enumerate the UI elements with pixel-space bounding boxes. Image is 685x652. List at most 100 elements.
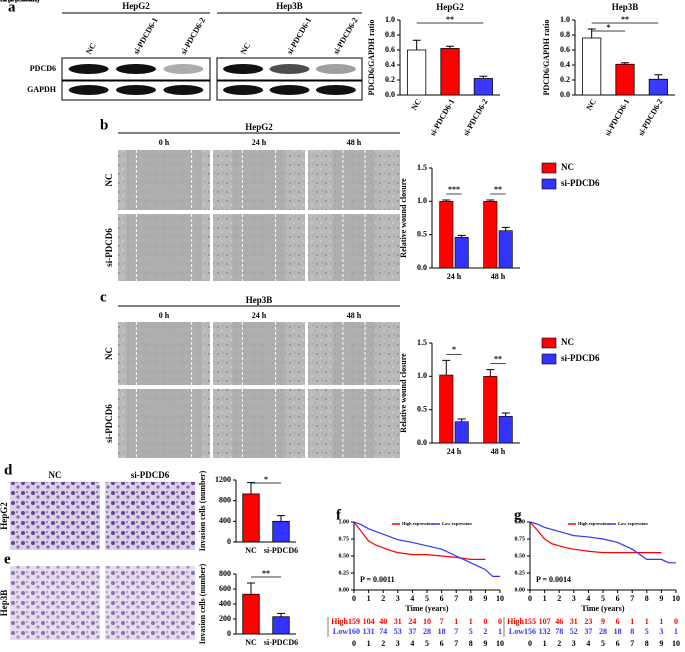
blot-band <box>163 64 204 74</box>
x-tick-label: 24 h <box>447 272 462 281</box>
bar <box>439 374 454 444</box>
risk-time-label: 2 <box>381 639 385 648</box>
invasion-image <box>10 566 100 640</box>
wound-group: NC <box>104 174 114 187</box>
survival-curve <box>353 521 486 561</box>
wound-time: 48 h <box>347 311 362 320</box>
y-tick-label: 0.0 <box>417 263 427 272</box>
legend-label: Low expression <box>618 521 648 526</box>
bar <box>648 78 668 96</box>
legend-label: Low expression <box>442 521 472 526</box>
x-tick-label: 7 <box>630 594 634 603</box>
risk-count: 2 <box>483 627 487 636</box>
y-tick-label: 1.5 <box>417 338 427 347</box>
y-tick-label: 1.00 <box>515 519 526 525</box>
x-tick-label: 0 <box>352 594 356 603</box>
significance-label: ** <box>494 185 502 194</box>
error-bar <box>277 612 285 617</box>
risk-time-label: 7 <box>630 639 634 648</box>
risk-count: 9 <box>601 617 605 626</box>
blot-frame <box>61 57 211 81</box>
risk-row-label: Low <box>333 627 348 636</box>
wound-time: 24 h <box>252 138 267 147</box>
x-tick-label: 10 <box>672 594 680 603</box>
blot-band <box>116 64 156 74</box>
y-tick-label: 1.0 <box>560 15 570 24</box>
legend-swatch <box>541 337 557 349</box>
x-tick-label: 5 <box>601 594 605 603</box>
bar <box>242 593 260 635</box>
survival-curve <box>529 521 676 564</box>
blot-band <box>68 64 109 74</box>
risk-row-label: Low <box>509 627 524 636</box>
risk-count: 0 <box>483 617 487 626</box>
x-tick-label: 1 <box>543 594 547 603</box>
significance-label: ** <box>494 354 502 363</box>
error-bar <box>486 199 495 202</box>
x-tick-label: NC <box>409 97 423 112</box>
y-tick-label: 0 <box>227 537 231 546</box>
chart-title: HepG2 <box>436 2 464 12</box>
y-axis-label: Relative wound closure <box>399 353 408 433</box>
risk-time-label: 9 <box>483 639 487 648</box>
x-tick-label: 2 <box>381 594 385 603</box>
blot-band <box>269 85 310 95</box>
wound-gap <box>126 150 202 210</box>
wound-gap <box>232 150 286 210</box>
error-bar <box>501 226 510 231</box>
x-tick-label: 2 <box>557 594 561 603</box>
risk-time-label: 5 <box>425 639 429 648</box>
x-tick-label: 4 <box>410 594 414 603</box>
y-tick-label: 1.0 <box>417 196 427 205</box>
blot-lane-label: si-PDCD6-1 <box>285 16 313 56</box>
bar <box>407 49 427 96</box>
legend-label: High expression <box>578 521 609 526</box>
risk-count: 1 <box>498 627 502 636</box>
p-value: P = 0.0014 <box>536 575 571 584</box>
wound-gap <box>232 389 286 458</box>
bar <box>272 520 290 543</box>
risk-time-label: 1 <box>367 639 371 648</box>
blot-lane-label: si-PDCD6-2 <box>179 16 207 56</box>
x-tick-label: 6 <box>440 594 444 603</box>
wound-gap <box>332 214 376 281</box>
x-tick-label: 48 h <box>491 447 506 456</box>
p-value: P = 0.0011 <box>360 575 395 584</box>
y-axis-label: Invasion cells (number) <box>198 563 207 644</box>
risk-count: 23 <box>584 617 592 626</box>
panel-label: e <box>4 551 11 567</box>
bar <box>454 421 469 444</box>
bar <box>483 201 498 269</box>
legend-label: NC <box>561 162 574 172</box>
survival-curve <box>353 521 500 578</box>
panel-label: f <box>336 507 342 523</box>
risk-count: 132 <box>539 627 551 636</box>
risk-count: 7 <box>454 627 458 636</box>
risk-count: 0 <box>498 617 502 626</box>
y-tick-label: 0.25 <box>515 570 526 576</box>
x-tick-label: 6 <box>616 594 620 603</box>
x-tick-label: 4 <box>586 594 590 603</box>
wound-cell-line: Hep3B <box>246 295 273 305</box>
risk-count: 5 <box>469 627 473 636</box>
blot-lane-label: si-PDCD6-1 <box>132 16 160 56</box>
y-tick-label: 0.50 <box>339 553 350 559</box>
risk-count: 37 <box>584 627 592 636</box>
x-axis-label: Time (years) <box>405 604 449 613</box>
risk-time-label: 5 <box>601 639 605 648</box>
risk-time-label: 6 <box>440 639 444 648</box>
legend-label: si-PDCD6 <box>561 178 600 188</box>
error-bar <box>457 234 466 238</box>
y-tick-label: 0.5 <box>417 404 427 413</box>
risk-time-label: 8 <box>645 639 649 648</box>
x-tick-label: NC <box>245 546 257 555</box>
risk-count: 6 <box>616 617 620 626</box>
y-tick-label: 0.0 <box>417 438 427 447</box>
risk-time-label: 4 <box>586 639 590 648</box>
error-bar <box>654 74 663 80</box>
y-tick-label: 0.8 <box>385 30 395 39</box>
bar <box>473 78 493 96</box>
risk-count: 31 <box>394 617 402 626</box>
risk-count: 37 <box>408 627 416 636</box>
y-axis-label: Disease-specific survival probability <box>0 0 40 3</box>
